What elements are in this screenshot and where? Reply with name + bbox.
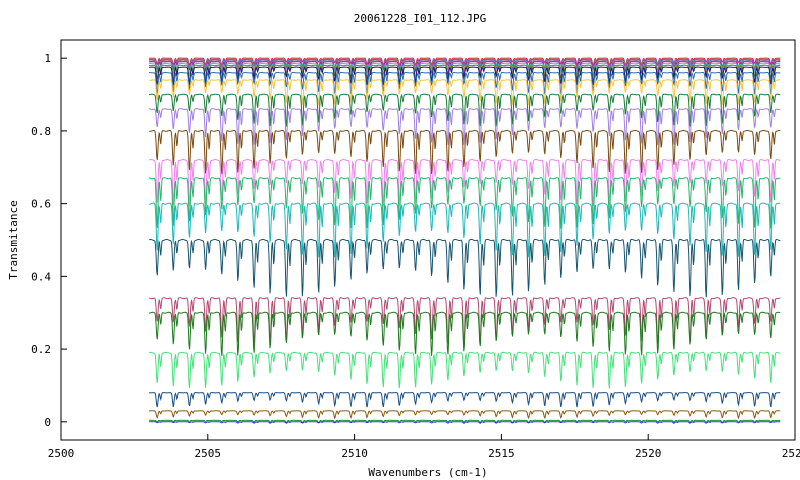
series-line (148, 177, 781, 229)
y-tick-label: 1 (44, 52, 51, 65)
chart-title: 20061228_I01_112.JPG (354, 12, 486, 25)
x-axis: 2500 2505 2510 2515 2520 2525 (48, 434, 800, 460)
plot-area-frame (60, 39, 796, 441)
series-group (148, 57, 781, 424)
series-line (149, 59, 781, 73)
y-tick-label: 0.2 (31, 343, 51, 356)
y-tick-label: 0 (44, 416, 51, 429)
series-line (149, 410, 781, 420)
x-tick-label: 2515 (488, 447, 515, 460)
series-line (148, 158, 781, 207)
y-tick-label: 0.6 (31, 198, 51, 211)
series-line (149, 351, 781, 389)
y-tick-label: 0.4 (31, 270, 51, 283)
series-line (149, 71, 781, 95)
x-tick-label: 2510 (341, 447, 368, 460)
series-line (149, 419, 781, 424)
y-axis-label: Transmitance (7, 200, 20, 279)
series-line (149, 108, 781, 146)
series-line (149, 129, 781, 175)
x-tick-label: 2500 (48, 447, 75, 460)
series-line (149, 391, 781, 408)
series-line (149, 78, 781, 106)
series-line (149, 66, 781, 86)
x-tick-label: 2505 (195, 447, 222, 460)
x-tick-label: 2525 (782, 447, 800, 460)
x-tick-label: 2520 (635, 447, 662, 460)
y-tick-label: 0.8 (31, 125, 51, 138)
series-line (149, 311, 781, 356)
series-line (149, 202, 781, 258)
y-axis: 0 0.2 0.4 0.6 0.8 1 (31, 52, 67, 429)
series-line (148, 93, 781, 127)
series-line (149, 421, 781, 424)
series-line (148, 238, 781, 298)
x-axis-label: Wavenumbers (cm-1) (368, 466, 487, 479)
